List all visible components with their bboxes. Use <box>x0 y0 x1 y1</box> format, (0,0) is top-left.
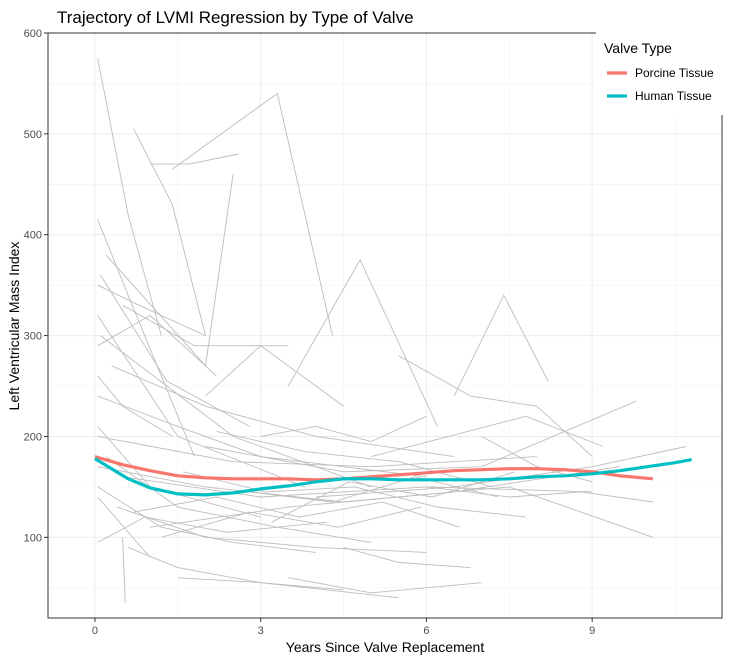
trajectory-line <box>97 496 151 558</box>
trajectory-line <box>105 456 372 543</box>
trajectory-line <box>343 546 471 569</box>
y-tick-label: 200 <box>24 431 42 443</box>
trajectory-line <box>161 506 422 538</box>
y-tick-label: 400 <box>24 230 42 242</box>
y-tick-label: 500 <box>24 129 42 141</box>
y-tick-label: 300 <box>24 331 42 343</box>
trajectory-line <box>97 375 173 437</box>
regression-lines <box>94 455 692 497</box>
trajectory-line <box>122 304 289 347</box>
trajectory-line <box>97 516 328 543</box>
trajectory-line <box>453 294 549 397</box>
trajectory-line <box>97 314 217 377</box>
legend-title: Valve Type <box>604 40 672 56</box>
trajectory-line <box>260 415 427 442</box>
trajectory-line <box>287 258 438 427</box>
legend-entries: Porcine Tissue Human Tissue <box>607 66 714 103</box>
trajectory-line <box>216 430 493 488</box>
trajectory-line <box>111 365 455 458</box>
trajectory-line <box>127 546 344 591</box>
trajectory-line <box>133 128 206 336</box>
x-tick-label: 9 <box>589 625 595 637</box>
series-line <box>94 457 692 497</box>
grid-lines <box>48 32 722 618</box>
y-tick-label: 100 <box>24 532 42 544</box>
x-axis-title: Years Since Valve Replacement <box>286 639 485 655</box>
trajectory-line <box>205 400 637 473</box>
trajectory-line <box>97 395 427 478</box>
trajectory-line <box>249 476 499 503</box>
plot-panel <box>47 32 723 619</box>
trajectory-line <box>172 92 333 336</box>
trajectory-line <box>116 506 427 553</box>
trajectory-line <box>481 436 593 483</box>
trajectory-line <box>271 471 515 523</box>
y-tick-label: 600 <box>24 28 42 40</box>
trajectory-line <box>177 577 399 599</box>
y-axis-title: Left Ventricular Mass Index <box>6 242 22 411</box>
trajectory-line <box>288 577 482 594</box>
legend-label: Porcine Tissue <box>635 66 714 80</box>
x-tick-label: 6 <box>423 625 429 637</box>
x-tick-label: 3 <box>258 625 264 637</box>
legend: Valve Type Porcine Tissue Human Tissue <box>596 30 726 115</box>
trajectory-line <box>97 219 195 457</box>
trajectory-line <box>100 335 372 488</box>
plot-background <box>48 33 722 618</box>
trajectory-line <box>398 355 593 457</box>
chart-title: Trajectory of LVMI Regression by Type of… <box>57 8 414 27</box>
series-line <box>94 455 654 482</box>
trajectory-line <box>150 153 239 165</box>
trajectory-line <box>97 315 306 488</box>
individual-trajectories <box>97 58 687 603</box>
trajectory-line <box>97 284 206 337</box>
trajectory-line <box>122 476 593 498</box>
plot-border <box>47 32 723 619</box>
trajectory-line <box>183 471 526 518</box>
trajectory-line <box>122 537 126 603</box>
x-tick-label: 0 <box>92 625 98 637</box>
y-axis: 100 200 300 400 500 600 <box>24 28 48 544</box>
trajectory-line <box>97 58 162 336</box>
trajectory-line <box>150 466 620 528</box>
x-axis: 0 3 6 9 <box>92 618 595 637</box>
legend-label: Human Tissue <box>635 89 712 103</box>
trajectory-line <box>426 486 653 503</box>
trajectory-line <box>100 274 250 427</box>
trajectory-line <box>133 496 460 528</box>
